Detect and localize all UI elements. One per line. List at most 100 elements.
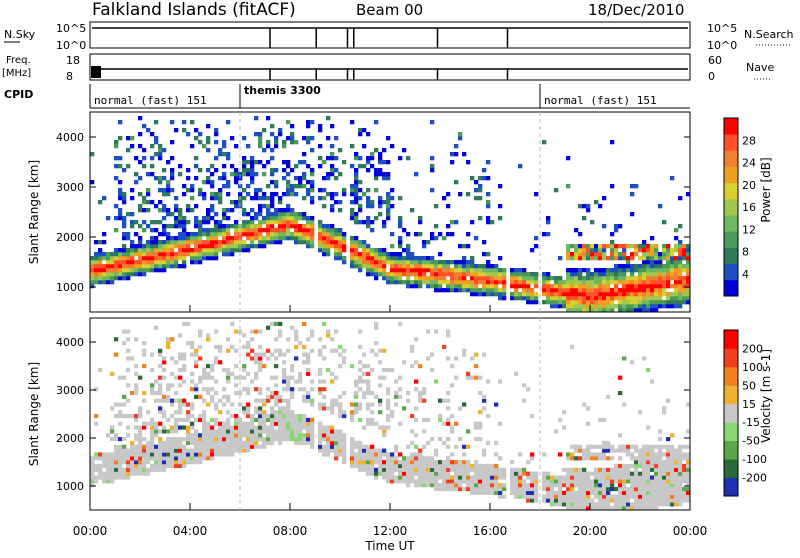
heatmap-cell [206, 375, 211, 380]
heatmap-cell [586, 498, 591, 503]
heatmap-cell [150, 437, 155, 442]
heatmap-cell [678, 463, 683, 469]
heatmap-cell [670, 284, 675, 289]
heatmap-cell [262, 429, 267, 434]
heatmap-cell [378, 168, 383, 173]
heatmap-cell [234, 437, 239, 442]
heatmap-cell [114, 176, 119, 181]
heatmap-cell [190, 440, 195, 446]
heatmap-cell [482, 284, 487, 289]
heatmap-cell [466, 284, 471, 289]
heatmap-cell [230, 224, 235, 229]
heatmap-cell [494, 268, 499, 273]
heatmap-cell [170, 256, 175, 261]
heatmap-cell [578, 471, 583, 476]
heatmap-cell [458, 288, 463, 293]
heatmap-cell [242, 172, 247, 177]
heatmap-cell [630, 276, 635, 281]
heatmap-cell [338, 228, 343, 233]
heatmap-cell [158, 410, 163, 415]
heatmap-cell [130, 463, 135, 469]
heatmap-cell [490, 467, 495, 472]
heatmap-cell [106, 216, 111, 221]
heatmap-cell [446, 356, 451, 361]
heatmap-cell [142, 148, 147, 153]
heatmap-cell [358, 406, 363, 411]
heatmap-cell [230, 440, 235, 446]
heatmap-cell [318, 164, 323, 169]
heatmap-cell [230, 248, 235, 253]
heatmap-cell [390, 264, 395, 269]
heatmap-cell [546, 216, 551, 221]
heatmap-cell [98, 280, 103, 285]
heatmap-cell [446, 437, 451, 442]
heatmap-cell [450, 486, 455, 492]
heatmap-cell [510, 296, 515, 301]
heatmap-cell [182, 224, 187, 229]
heatmap-cell [274, 136, 279, 141]
heatmap-cell [310, 120, 315, 125]
heatmap-cell [334, 136, 339, 141]
heatmap-cell [686, 479, 691, 484]
heatmap-cell [382, 433, 387, 438]
heatmap-cell [574, 448, 579, 453]
heatmap-cell [98, 452, 103, 457]
heatmap-cell [178, 410, 183, 415]
heatmap-cell [586, 276, 591, 281]
heatmap-cell [106, 252, 111, 257]
heatmap-cell [194, 128, 199, 133]
heatmap-cell [494, 402, 499, 407]
heatmap-cell [150, 429, 155, 434]
heatmap-cell [342, 440, 347, 446]
heatmap-cell [622, 502, 627, 507]
heatmap-cell [214, 344, 219, 350]
heatmap-cell [102, 475, 107, 480]
heatmap-cell [194, 387, 199, 392]
heatmap-cell [134, 433, 139, 438]
heatmap-cell [434, 467, 439, 472]
heatmap-cell [274, 232, 279, 237]
heatmap-cell [134, 272, 139, 277]
heatmap-cell [638, 502, 643, 507]
heatmap-cell [206, 256, 211, 261]
heatmap-cell [322, 248, 327, 253]
heatmap-cell [178, 356, 183, 361]
heatmap-cell [210, 184, 215, 189]
heatmap-cell [614, 304, 619, 309]
heatmap-cell [666, 483, 671, 488]
heatmap-cell [302, 176, 307, 181]
heatmap-cell [278, 410, 283, 415]
heatmap-cell [138, 192, 143, 197]
heatmap-cell [622, 300, 627, 305]
heatmap-cell [278, 421, 283, 426]
heatmap-cell [250, 224, 255, 229]
heatmap-cell [614, 256, 619, 261]
heatmap-cell [302, 232, 307, 237]
heatmap-cell [342, 360, 347, 365]
colorbar-swatch [724, 403, 738, 423]
heatmap-cell [234, 244, 239, 249]
heatmap-cell [618, 471, 623, 476]
heatmap-cell [238, 172, 243, 177]
heatmap-cell [570, 284, 575, 289]
heatmap-cell [330, 168, 335, 173]
heatmap-cell [354, 256, 359, 261]
heatmap-cell [310, 425, 315, 430]
heatmap-cell [282, 192, 287, 197]
heatmap-cell [586, 448, 591, 453]
heatmap-cell [674, 460, 679, 465]
heatmap-cell [306, 240, 311, 245]
heatmap-cell [318, 379, 323, 384]
heatmap-cell [418, 398, 423, 403]
heatmap-cell [558, 284, 563, 289]
heatmap-cell [342, 244, 347, 249]
heatmap-cell [166, 264, 171, 269]
heatmap-cell [302, 352, 307, 357]
heatmap-cell [378, 402, 383, 407]
heatmap-cell [626, 506, 631, 511]
velocity-ylabel: Slant Range [km] [27, 362, 41, 466]
heatmap-cell [662, 475, 667, 480]
heatmap-cell [606, 268, 611, 273]
heatmap-cell [142, 164, 147, 169]
heatmap-cell [186, 244, 191, 249]
